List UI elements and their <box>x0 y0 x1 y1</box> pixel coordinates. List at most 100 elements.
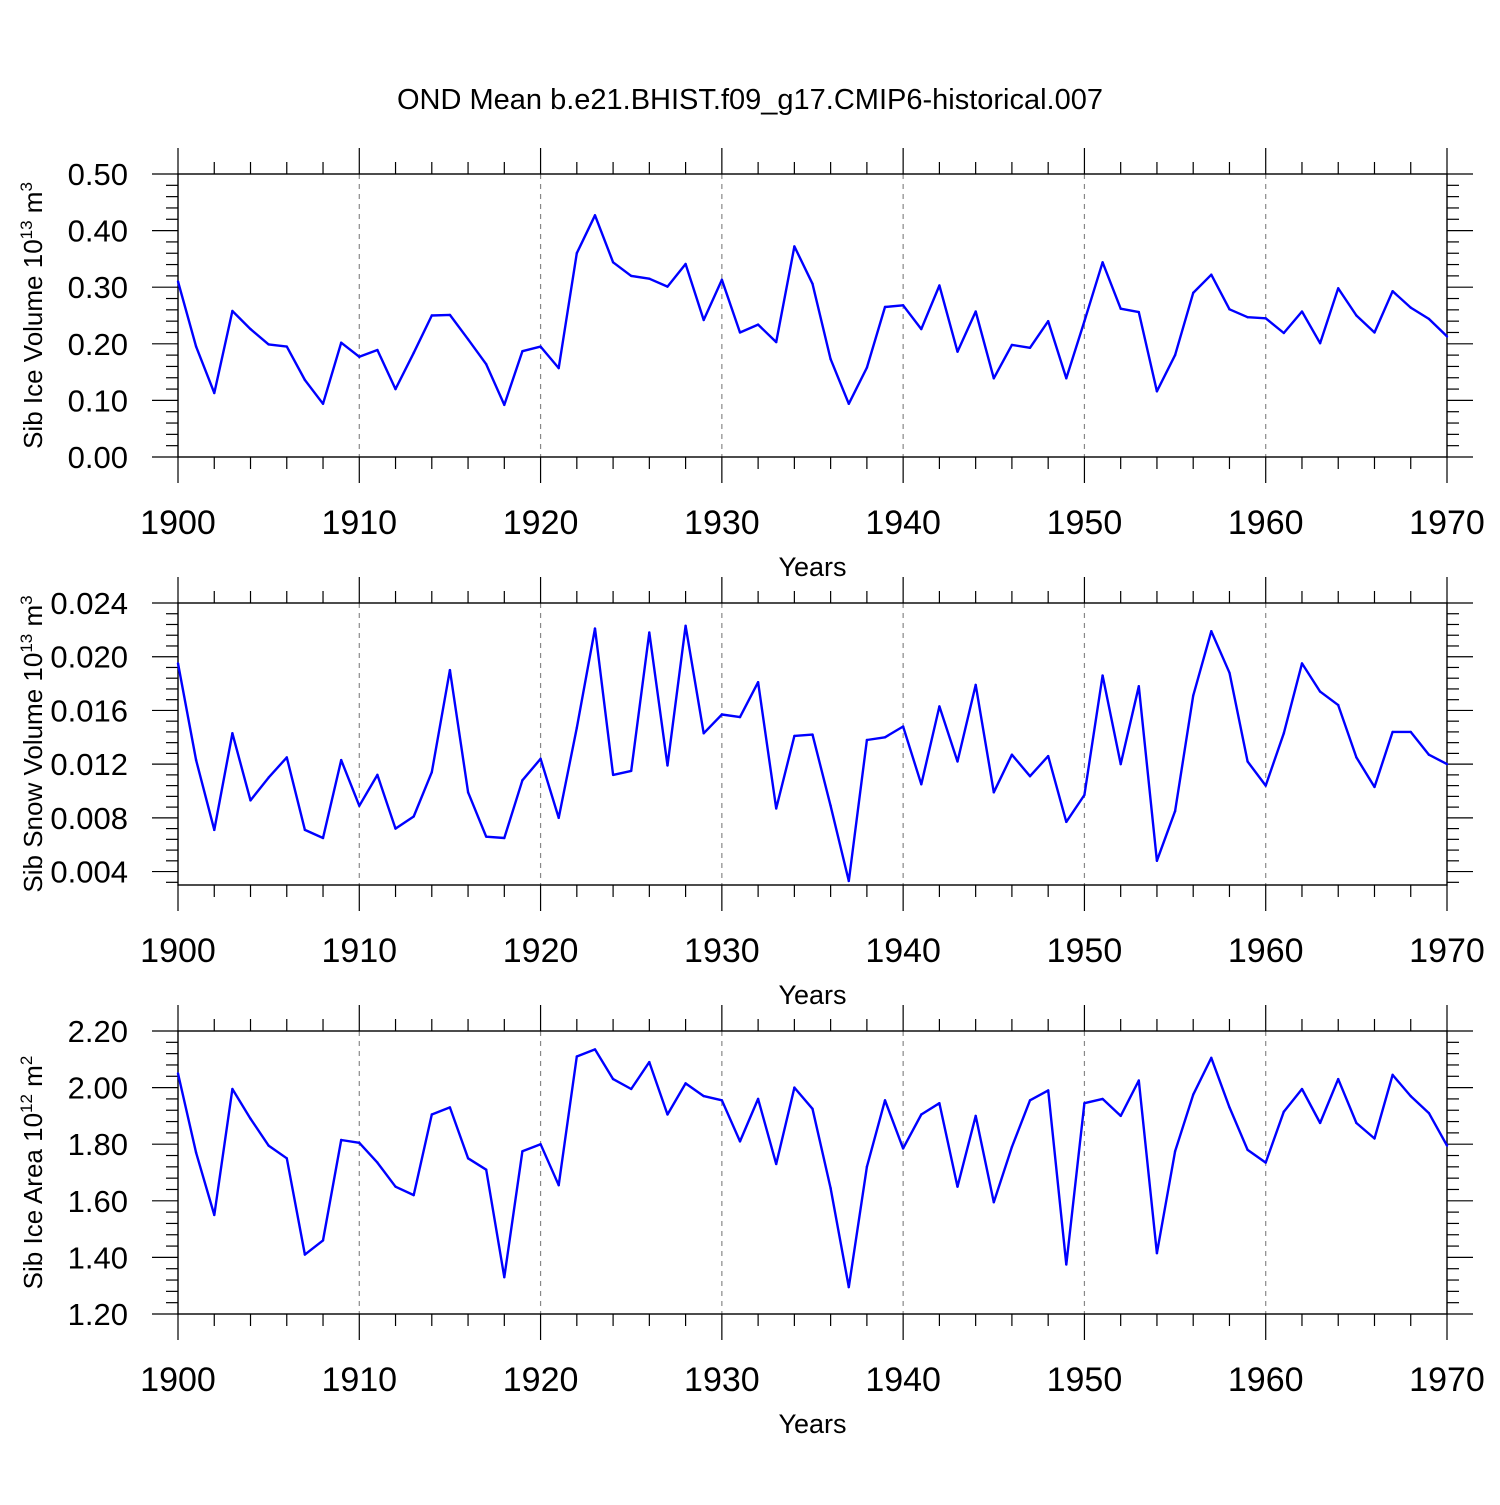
panel-2-point-1948 <box>1046 754 1050 758</box>
panel-2-ytick-label-3: 0.016 <box>50 693 128 728</box>
panel-1-point-1936 <box>829 357 832 361</box>
panel-2-point-1969 <box>1427 753 1431 756</box>
panel-1-point-1917 <box>484 362 488 366</box>
panel-1-point-1952 <box>1119 307 1122 310</box>
panel-1-point-1930 <box>720 278 724 282</box>
panel-3-point-1950 <box>1083 1101 1086 1105</box>
panel-3-xtick-label-1900: 1900 <box>140 1361 216 1399</box>
panel-2-point-1915 <box>448 668 452 672</box>
panel-2-ytick-label-1: 0.008 <box>50 801 128 836</box>
panel-3-point-1945 <box>992 1201 995 1204</box>
panel-3-point-1963 <box>1318 1121 1322 1125</box>
panel-2-point-1962 <box>1300 662 1304 665</box>
panel-1-point-1964 <box>1337 287 1340 290</box>
panel-2-ytick-label-5: 0.024 <box>50 586 128 621</box>
panel-1-point-1934 <box>793 245 796 248</box>
panel-1-point-1909 <box>339 341 343 344</box>
panel-2-xtick-label-1930: 1930 <box>684 932 760 970</box>
panel-2-point-1926 <box>648 631 651 634</box>
panel-1-frame <box>177 173 1448 458</box>
panel-3-point-1954 <box>1155 1251 1159 1255</box>
panel-2-point-1939 <box>883 736 887 739</box>
panel-3-xtick-label-1970: 1970 <box>1409 1361 1485 1399</box>
panel-1-point-1907 <box>303 378 307 382</box>
panel-2-point-1934 <box>793 734 796 738</box>
panel-3-point-1909 <box>339 1138 343 1142</box>
panel-1-point-1921 <box>557 366 560 370</box>
panel-3-point-1935 <box>811 1107 814 1111</box>
panel-1-point-1967 <box>1391 289 1394 293</box>
panel-3-point-1942 <box>938 1101 941 1105</box>
panel-3-point-1924 <box>611 1077 615 1081</box>
panel-3-point-1952 <box>1119 1114 1122 1118</box>
panel-1-point-1929 <box>702 318 705 322</box>
panel-3-point-1904 <box>249 1117 252 1120</box>
panel-3-xtick-label-1960: 1960 <box>1228 1361 1304 1399</box>
panel-2-point-1929 <box>702 732 705 735</box>
panel-3-ytick-label-1: 1.40 <box>68 1240 128 1275</box>
panel-3-ytick-label-0: 1.20 <box>68 1297 128 1332</box>
panel-1-point-1912 <box>394 387 397 391</box>
panel-2-point-1909 <box>339 758 343 762</box>
panel-1-point-1937 <box>847 402 850 405</box>
panel-3-point-1930 <box>720 1099 724 1102</box>
panel-1-point-1904 <box>249 327 252 331</box>
panel-2-point-1942 <box>938 705 941 708</box>
panel-1-series-line <box>176 214 1448 407</box>
panel-2-point-1944 <box>974 683 977 687</box>
panel-1-point-1902 <box>213 391 216 395</box>
panel-2-point-1928 <box>684 624 687 628</box>
panel-1-point-1969 <box>1427 317 1431 321</box>
panel-2-point-1946 <box>1010 753 1014 756</box>
panel-3-point-1913 <box>412 1193 415 1197</box>
panel-1-point-1932 <box>756 323 760 326</box>
panel-1-point-1900 <box>176 280 180 283</box>
panel-2-point-1921 <box>557 816 560 820</box>
panel-1-point-1933 <box>775 340 778 344</box>
panel-1-point-1963 <box>1318 342 1322 345</box>
panel-3-point-1933 <box>775 1162 778 1166</box>
panel-3-ylabel: Sib Ice Area 1012 m2 <box>17 1056 48 1290</box>
panel-3-point-1929 <box>702 1094 705 1098</box>
panel-3-series-line <box>176 1048 1449 1289</box>
panel-3-xtick-label-1920: 1920 <box>503 1361 579 1399</box>
panel-3-point-1949 <box>1065 1263 1068 1266</box>
panel-2-xtick-label-1960: 1960 <box>1228 932 1304 970</box>
panel-2-point-1919 <box>521 779 524 782</box>
panel-1-ytick-label-2: 0.20 <box>68 327 128 362</box>
panel-3-point-1951 <box>1101 1097 1104 1101</box>
panel-1-ytick-label-3: 0.30 <box>68 270 128 305</box>
panel-2-point-1963 <box>1318 690 1322 693</box>
panel-2-xtick-label-1910: 1910 <box>321 932 397 970</box>
panel-2-point-1907 <box>303 828 307 832</box>
panel-3-point-1915 <box>448 1106 452 1109</box>
panel-1-point-1915 <box>448 313 452 317</box>
panel-2-point-1947 <box>1028 775 1032 778</box>
panel-2-point-1954 <box>1155 859 1159 863</box>
panel-3-point-1968 <box>1409 1094 1412 1098</box>
chart-title: OND Mean b.e21.BHIST.f09_g17.CMIP6-histo… <box>396 84 1103 116</box>
panel-3-point-1910 <box>358 1141 361 1144</box>
panel-3-point-1926 <box>648 1060 651 1064</box>
panel-2-point-1966 <box>1373 785 1376 789</box>
panel-2-point-1958 <box>1228 671 1231 675</box>
panel-2-xlabel: Years <box>778 980 846 1010</box>
panel-1-point-1941 <box>920 327 923 331</box>
panel-1-point-1911 <box>376 348 379 352</box>
panel-1-point-1945 <box>992 377 995 380</box>
panel-1-xlabel: Years <box>778 552 846 582</box>
panel-2-ytick-label-0: 0.004 <box>50 855 128 890</box>
panel-3-point-1923 <box>593 1048 597 1051</box>
panel-1-point-1914 <box>430 314 433 317</box>
panel-2-ytick-label-2: 0.012 <box>50 747 128 782</box>
panel-2-point-1911 <box>376 773 379 777</box>
panel-3-xtick-label-1950: 1950 <box>1047 1361 1123 1399</box>
panel-1-ytick-label-1: 0.10 <box>68 383 128 418</box>
panel-3-point-1957 <box>1210 1056 1213 1060</box>
panel-1-point-1950 <box>1083 319 1086 323</box>
panel-2-point-1961 <box>1282 732 1286 735</box>
panel-3-point-1944 <box>974 1114 977 1118</box>
panel-3-point-1911 <box>376 1161 379 1164</box>
panel-3-ytick-label-3: 1.80 <box>68 1127 128 1162</box>
panel-1-point-1922 <box>575 252 579 255</box>
